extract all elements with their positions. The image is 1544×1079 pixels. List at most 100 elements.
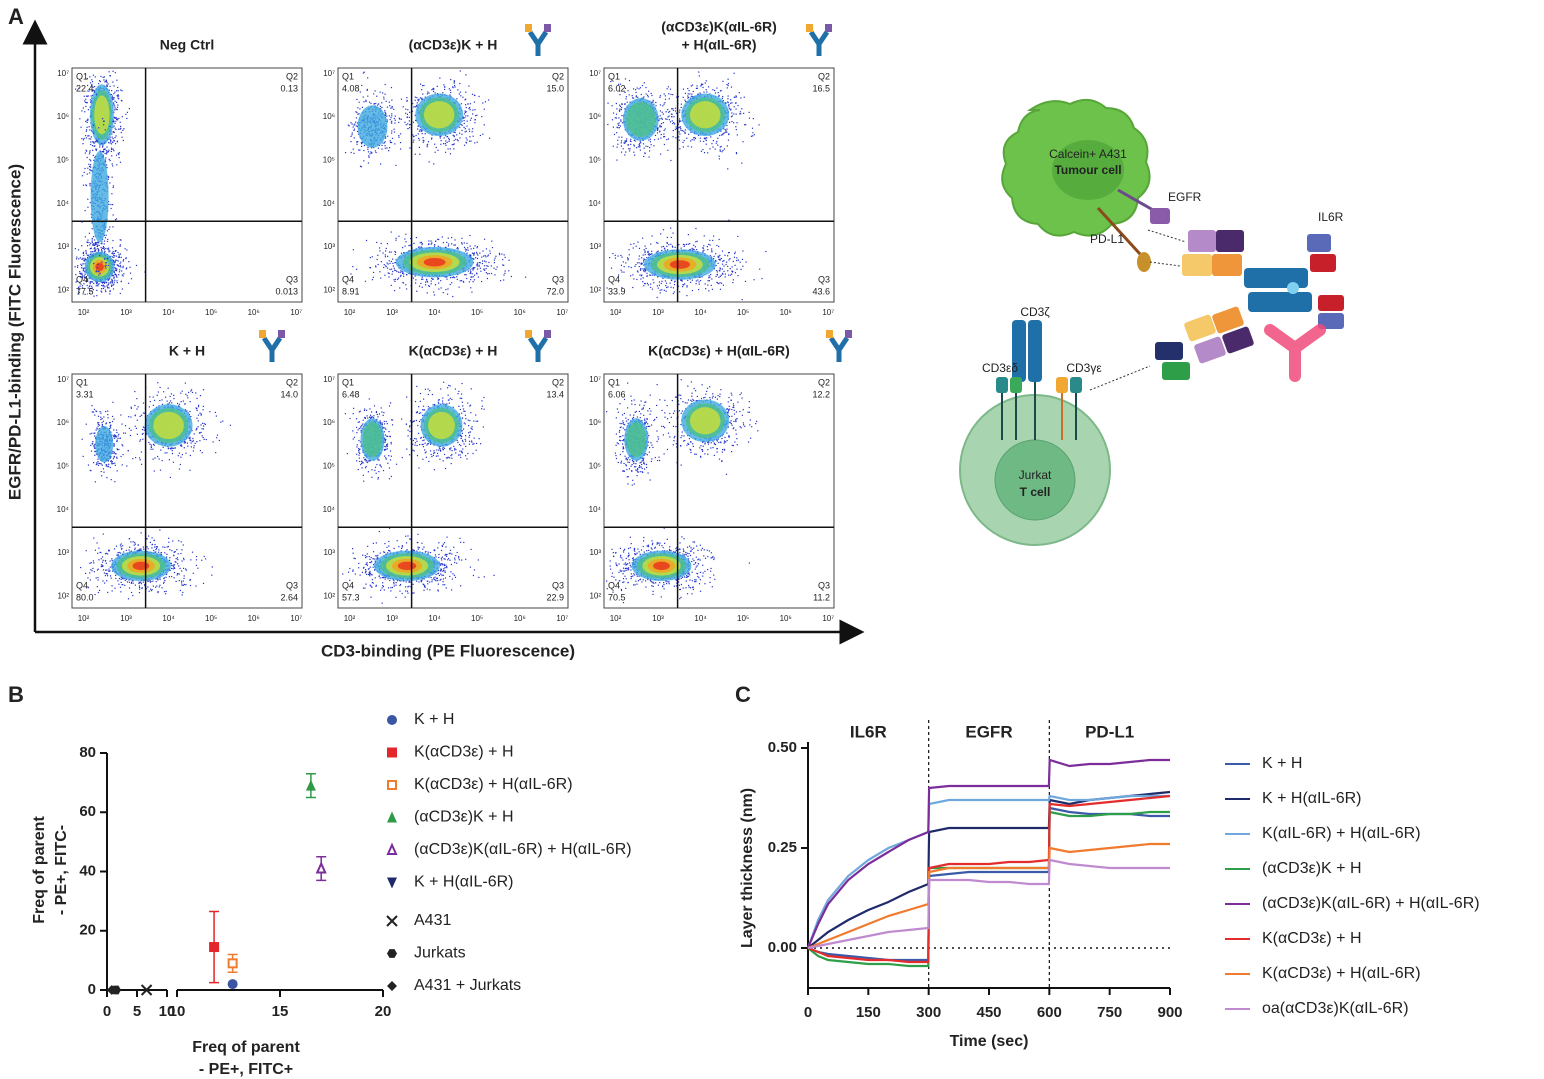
event-dot <box>453 80 455 83</box>
event-dot <box>121 90 123 92</box>
event-dot <box>716 87 718 89</box>
event-dot <box>658 284 661 286</box>
event-dot <box>87 118 89 120</box>
event-dot <box>350 273 352 275</box>
event-dot <box>404 121 406 123</box>
event-dot <box>679 148 681 150</box>
event-dot <box>112 284 114 286</box>
event-dot <box>672 122 674 125</box>
event-dot <box>677 95 679 98</box>
event-dot <box>752 132 754 134</box>
event-dot <box>707 86 710 88</box>
event-dot <box>376 95 378 97</box>
event-dot <box>453 139 455 142</box>
event-dot <box>449 148 451 150</box>
event-dot <box>661 246 663 248</box>
event-dot <box>465 250 467 252</box>
event-dot <box>102 245 105 248</box>
event-dot <box>495 268 497 271</box>
event-dot <box>427 91 429 93</box>
event-dot <box>449 277 452 279</box>
event-dot <box>707 248 709 251</box>
event-dot <box>486 265 488 267</box>
event-dot <box>667 86 670 88</box>
event-dot <box>736 268 738 270</box>
event-dot <box>101 261 103 263</box>
event-dot <box>428 161 430 163</box>
event-dot <box>504 272 506 274</box>
event-dot <box>724 273 726 275</box>
event-dot <box>715 142 717 144</box>
event-dot <box>118 256 121 259</box>
event-dot <box>92 255 94 257</box>
event-dot <box>765 250 767 253</box>
event-dot <box>88 232 91 234</box>
event-dot <box>476 265 478 267</box>
event-dot <box>85 184 88 187</box>
event-dot <box>116 106 119 108</box>
event-dot <box>472 280 474 283</box>
event-dot <box>439 77 441 79</box>
event-dot <box>108 203 110 205</box>
event-dot <box>388 147 391 149</box>
event-dot <box>504 270 506 272</box>
event-dot <box>705 288 707 290</box>
event-dot <box>433 163 435 165</box>
event-dot <box>463 281 465 283</box>
event-dot <box>115 274 117 276</box>
event-dot <box>644 254 646 256</box>
event-dot <box>114 250 116 253</box>
event-dot <box>384 254 386 256</box>
event-dot <box>630 143 632 145</box>
event-dot <box>388 251 391 253</box>
event-dot <box>393 267 395 269</box>
event-dot <box>113 283 115 285</box>
event-dot <box>672 232 674 234</box>
event-dot <box>675 126 677 128</box>
event-dot <box>727 265 729 267</box>
event-dot <box>469 255 472 257</box>
event-dot <box>395 239 397 241</box>
event-dot <box>715 253 717 255</box>
event-dot <box>724 276 726 278</box>
event-dot <box>120 266 122 268</box>
event-dot <box>666 241 668 244</box>
event-dot <box>452 134 454 136</box>
event-dot <box>654 134 657 137</box>
event-dot <box>665 118 667 120</box>
event-dot <box>95 141 97 143</box>
event-dot <box>697 134 700 137</box>
event-dot <box>87 287 89 289</box>
event-dot <box>483 268 485 270</box>
event-dot <box>703 245 705 247</box>
event-dot <box>713 255 715 258</box>
event-dot <box>84 167 86 170</box>
event-dot <box>111 282 113 284</box>
event-dot <box>502 258 504 261</box>
event-dot <box>465 98 467 100</box>
event-dot <box>435 240 437 242</box>
event-dot <box>81 277 84 279</box>
event-dot <box>731 102 733 104</box>
event-dot <box>499 253 501 256</box>
event-dot <box>636 262 639 264</box>
event-dot <box>371 279 374 281</box>
event-dot <box>431 277 433 280</box>
event-dot <box>366 88 368 91</box>
event-dot <box>121 116 123 118</box>
event-dot <box>472 113 474 115</box>
event-dot <box>416 106 418 108</box>
event-dot <box>624 78 627 80</box>
event-dot <box>619 125 622 127</box>
event-dot <box>368 155 370 157</box>
domain <box>1212 306 1244 334</box>
event-dot <box>709 148 711 150</box>
event-dot <box>91 144 94 147</box>
event-dot <box>691 247 693 250</box>
event-dot <box>126 249 128 251</box>
event-dot <box>107 287 109 289</box>
event-dot <box>663 136 665 138</box>
event-dot <box>693 244 695 246</box>
event-dot <box>421 85 424 87</box>
event-dot <box>691 279 693 281</box>
